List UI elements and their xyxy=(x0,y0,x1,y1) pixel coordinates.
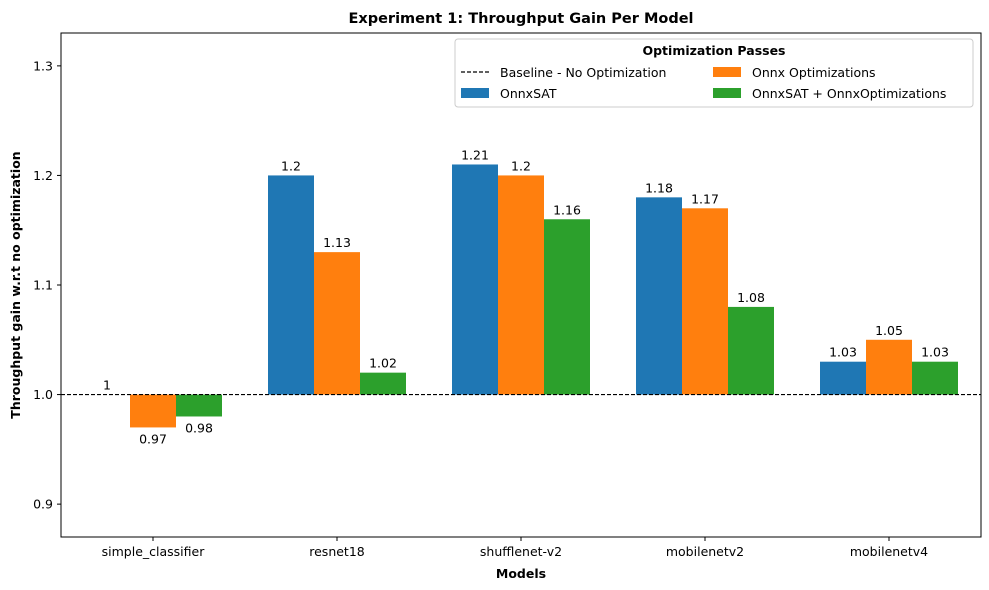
bar-series-0-mobilenetv4 xyxy=(820,361,866,395)
bar-series-1-resnet18 xyxy=(314,252,360,395)
y-tick-label: 0.9 xyxy=(33,497,53,512)
legend-title: Optimization Passes xyxy=(642,43,785,58)
axes: 0.9 1.0 1.1 1.2 1.3 simple_classifier resnet18… xyxy=(33,58,928,559)
y-tick-label: 1.0 xyxy=(33,387,53,402)
legend-label-onnxsat: OnnxSAT xyxy=(500,86,557,101)
x-tick-label: resnet18 xyxy=(309,544,365,559)
data-label-series-2-shufflenet-v2: 1.16 xyxy=(553,202,581,217)
data-label-series-1-mobilenetv2: 1.17 xyxy=(691,191,719,206)
data-label-series-1-mobilenetv4: 1.05 xyxy=(875,323,903,338)
data-label-series-1-simple-classifier: 0.97 xyxy=(139,431,167,446)
y-tick-label: 1.2 xyxy=(33,168,53,183)
bar-series-2-shufflenet-v2 xyxy=(544,219,590,395)
bar-series-0-shufflenet-v2 xyxy=(452,164,498,395)
data-label-series-0-mobilenetv4: 1.03 xyxy=(829,345,857,360)
data-label-series-2-resnet18: 1.02 xyxy=(369,356,397,371)
bar-series-1-simple-classifier xyxy=(130,394,176,428)
data-label-series-0-shufflenet-v2: 1.21 xyxy=(461,147,489,162)
data-label-series-2-mobilenetv4: 1.03 xyxy=(921,345,949,360)
data-label-series-0-simple-classifier: 1 xyxy=(103,378,111,393)
legend-swatch-onnxsat-plus-onnxoptimizations xyxy=(713,88,741,98)
data-label-series-1-shufflenet-v2: 1.2 xyxy=(511,158,531,173)
y-tick-label: 1.1 xyxy=(33,278,53,293)
x-tick-label: mobilenetv4 xyxy=(850,544,928,559)
chart-title: Experiment 1: Throughput Gain Per Model xyxy=(348,11,693,27)
bar-series-1-mobilenetv2 xyxy=(682,208,728,395)
data-label-series-2-mobilenetv2: 1.08 xyxy=(737,290,765,305)
legend: Optimization Passes Baseline - No Optimi… xyxy=(454,38,974,108)
bar-series-0-mobilenetv2 xyxy=(636,197,682,395)
bar-series-2-simple-classifier xyxy=(176,394,222,417)
data-label-series-2-simple-classifier: 0.98 xyxy=(185,420,213,435)
data-label-series-0-resnet18: 1.2 xyxy=(281,158,301,173)
legend-swatch-onnxsat xyxy=(461,88,489,98)
y-tick-label: 1.3 xyxy=(33,58,53,73)
y-axis-label: Throughput gain w.r.t no optimization xyxy=(8,151,23,418)
x-tick-label: shufflenet-v2 xyxy=(480,544,562,559)
legend-swatch-onnx-optimizations xyxy=(713,67,741,77)
legend-label-onnxsat-plus-onnxoptimizations: OnnxSAT + OnnxOptimizations xyxy=(752,86,946,101)
bar-series-2-mobilenetv2 xyxy=(728,306,774,395)
x-axis-label: Models xyxy=(496,566,546,581)
legend-label-baseline: Baseline - No Optimization xyxy=(500,65,666,80)
x-tick-label: simple_classifier xyxy=(102,544,206,559)
x-tick-label: mobilenetv2 xyxy=(666,544,744,559)
data-label-series-0-mobilenetv2: 1.18 xyxy=(645,180,673,195)
bar-series-1-shufflenet-v2 xyxy=(498,175,544,395)
bar-series-2-resnet18 xyxy=(360,372,406,395)
legend-label-onnx-optimizations: Onnx Optimizations xyxy=(752,65,876,80)
plot-area: 1 1.2 1.21 1.18 1.03 0.97 1.13 1.2 1.17 1.05 0.98 1… xyxy=(61,147,981,446)
bar-series-2-mobilenetv4 xyxy=(912,361,958,395)
bar-series-1-mobilenetv4 xyxy=(866,339,912,395)
bar-series-0-resnet18 xyxy=(268,175,314,395)
data-label-series-1-resnet18: 1.13 xyxy=(323,235,351,250)
